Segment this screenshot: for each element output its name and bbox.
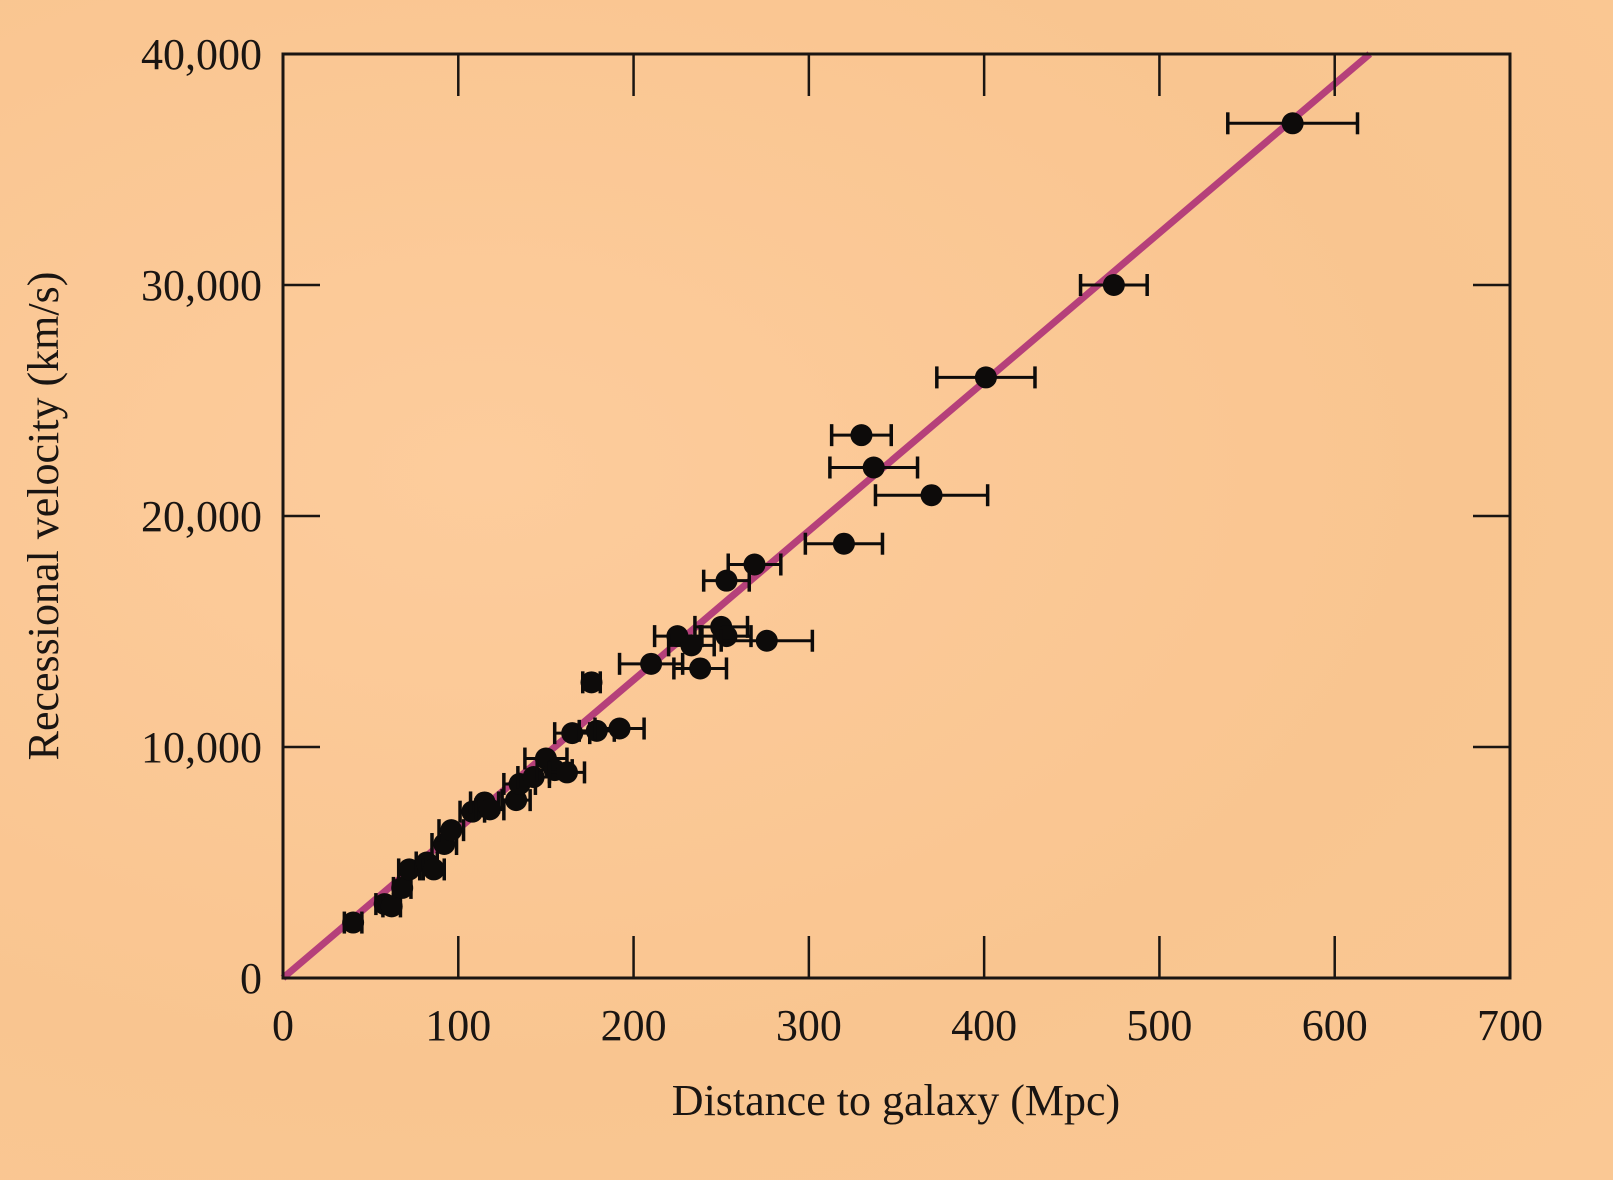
- y-tick-label: 30,000: [141, 261, 262, 310]
- data-point: [672, 657, 729, 680]
- x-tick-label: 0: [272, 1001, 294, 1050]
- data-point: [474, 798, 506, 821]
- y-axis-ticks: 0 10,000 20,000 30,000 40,000: [141, 30, 1510, 1003]
- data-marker: [850, 424, 873, 447]
- data-point: [593, 717, 646, 740]
- data-point: [437, 819, 466, 842]
- x-tick-label: 200: [601, 1001, 667, 1050]
- x-tick-label: 100: [425, 1001, 491, 1050]
- data-marker: [608, 717, 631, 740]
- y-tick-label: 10,000: [141, 723, 262, 772]
- data-point: [829, 424, 893, 447]
- data-marker: [1281, 112, 1304, 135]
- data-point: [617, 652, 685, 675]
- data-point: [701, 569, 752, 592]
- data-marker: [862, 456, 885, 479]
- x-axis-title: Distance to galaxy (Mpc): [672, 1076, 1120, 1125]
- data-marker: [555, 761, 578, 784]
- data-point: [580, 671, 603, 694]
- data-marker: [755, 629, 778, 652]
- data-marker: [920, 484, 943, 507]
- y-tick-label: 0: [240, 954, 262, 1003]
- data-marker: [580, 671, 603, 694]
- data-point: [1078, 274, 1149, 296]
- data-point: [726, 553, 783, 576]
- y-tick-label: 20,000: [141, 492, 262, 541]
- data-point: [391, 876, 414, 899]
- x-tick-label: 300: [776, 1001, 842, 1050]
- data-point: [547, 761, 587, 784]
- x-tick-label: 400: [951, 1001, 1017, 1050]
- data-marker: [478, 798, 501, 821]
- data-marker: [689, 657, 712, 680]
- data-point: [666, 634, 716, 657]
- data-marker: [832, 532, 855, 555]
- data-marker: [342, 911, 365, 934]
- data-point: [380, 895, 403, 918]
- data-marker: [422, 858, 445, 881]
- data-marker: [974, 366, 997, 389]
- data-marker: [440, 819, 463, 842]
- y-axis-title: Recessional velocity (km/s): [19, 272, 68, 761]
- data-point: [873, 484, 990, 507]
- data-point: [719, 629, 815, 652]
- x-tick-label: 500: [1126, 1001, 1192, 1050]
- data-point: [935, 366, 1037, 389]
- x-tick-label: 600: [1302, 1001, 1368, 1050]
- data-point: [1226, 112, 1360, 135]
- data-marker: [1102, 274, 1125, 296]
- data-marker: [391, 876, 414, 899]
- y-tick-label: 40,000: [141, 30, 262, 79]
- data-marker: [715, 625, 738, 648]
- plot-frame: [281, 52, 1512, 980]
- data-point: [700, 625, 753, 648]
- x-axis-ticks: 0 100 200 300 400 500 600 700: [272, 54, 1543, 1050]
- data-points-layer: [342, 112, 1360, 934]
- data-marker: [680, 634, 703, 657]
- data-marker: [380, 895, 403, 918]
- x-tick-label: 700: [1477, 1001, 1543, 1050]
- data-point: [828, 456, 920, 479]
- data-point: [803, 532, 885, 555]
- data-point: [342, 911, 365, 934]
- data-point: [421, 858, 447, 881]
- data-marker: [743, 553, 766, 576]
- data-marker: [715, 569, 738, 592]
- data-marker: [640, 652, 663, 675]
- data-marker: [585, 719, 608, 742]
